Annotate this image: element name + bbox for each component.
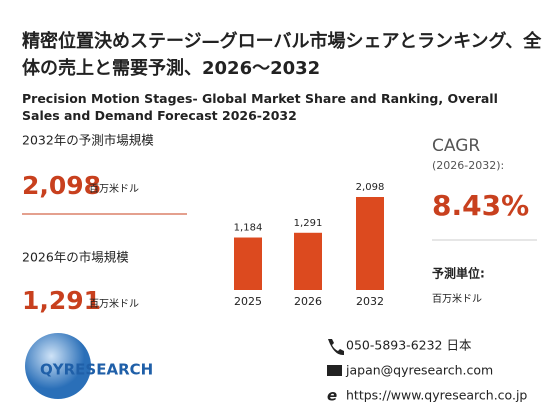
current-value: 1,291 [22,286,101,315]
forecast-unit: 百万米ドル [89,182,139,195]
cagr-value: 8.43% [432,189,529,222]
bar [356,197,384,290]
bar [294,232,322,290]
web-icon: e [327,387,337,405]
web: https://www.qyresearch.co.jp [346,388,527,403]
bar [234,237,262,290]
current-unit: 百万米ドル [89,297,139,310]
subtitle: Precision Motion Stages- Global Market S… [22,91,498,123]
x-tick-label: 2032 [356,295,384,308]
logo-globe [25,333,91,399]
current-label: 2026年の市場規模 [22,250,129,265]
x-tick-label: 2025 [234,295,262,308]
unit-label: 予測単位: [432,266,485,281]
cagr-period: (2026-2032): [432,159,504,172]
value-label: 1,291 [294,218,323,229]
logo-text: QYRESEARCH [40,361,153,379]
cagr-label: CAGR [432,136,480,156]
email: japan@qyresearch.com [345,363,493,378]
mail-icon [327,365,342,376]
value-label: 1,184 [234,223,263,234]
title: 精密位置決めステージ—グローバル市場シェアとランキング、全体の売上と需要予測、2… [22,31,542,79]
phone-icon [328,339,344,356]
x-tick-label: 2026 [294,295,322,308]
phone: 050-5893-6232 日本 [346,338,472,353]
value-label: 2,098 [356,182,385,193]
unit-value: 百万米ドル [432,292,482,305]
forecast-label: 2032年の予測市場規模 [22,133,154,148]
forecast-value: 2,098 [22,171,101,200]
